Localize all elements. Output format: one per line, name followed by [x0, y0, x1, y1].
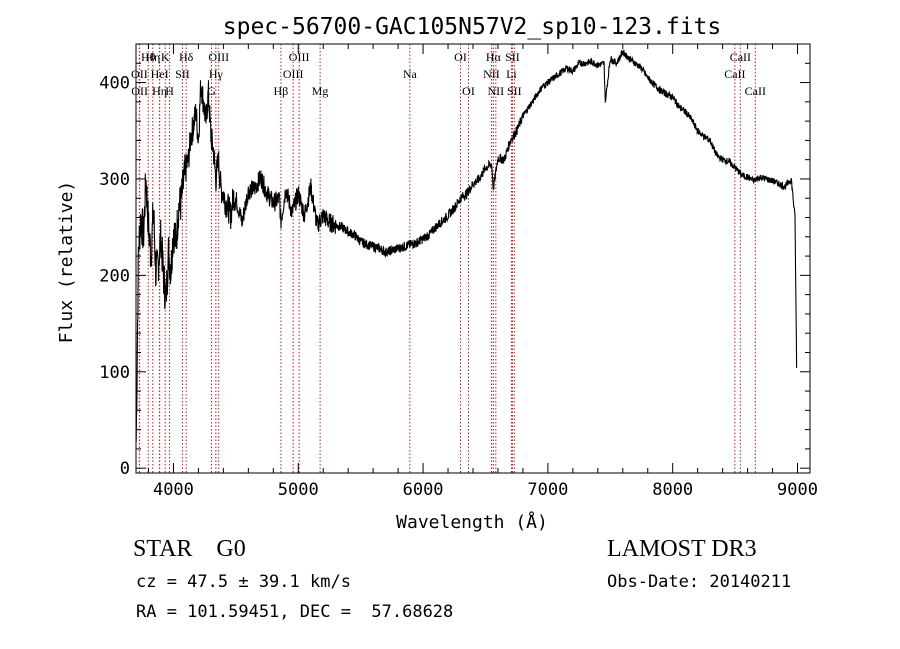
marker-label-0: Hθ [141, 50, 156, 64]
marker-label-7: H [165, 84, 174, 98]
survey-label: LAMOST DR3 [607, 536, 757, 562]
x-axis-label: Wavelength (Å) [396, 511, 548, 533]
y-tick-label-2: 200 [99, 266, 130, 286]
coordinates: RA = 101.59451, DEC = 57.68628 [136, 602, 454, 622]
y-tick-label-3: 300 [99, 170, 130, 190]
marker-label-4: K [161, 50, 170, 64]
marker-label-21: NII [488, 84, 505, 98]
y-tick-label-4: 400 [99, 74, 130, 94]
x-tick-label-0: 4000 [153, 480, 194, 500]
y-axis-label: Flux (relative) [56, 181, 77, 344]
obs-date: Obs-Date: 20140211 [607, 572, 792, 592]
marker-label-18: OI [454, 50, 467, 64]
marker-label-12: G [207, 84, 216, 98]
marker-label-2: OII [131, 84, 148, 98]
x-tick-label-4: 8000 [652, 480, 693, 500]
y-tick-label-1: 100 [99, 363, 130, 383]
marker-label-22: Hα [486, 50, 502, 64]
marker-label-8: Hδ [179, 50, 194, 64]
marker-label-13: Hβ [274, 84, 289, 98]
marker-label-3: Hη [145, 50, 160, 64]
marker-label-5: HeI [151, 67, 169, 81]
marker-label-14: OIII [283, 67, 304, 81]
marker-label-24: SII [505, 50, 520, 64]
marker-label-23: Li [506, 67, 517, 81]
object-class: STAR G0 [133, 536, 246, 562]
marker-label-9: SII [175, 67, 190, 81]
marker-label-10: OIII [208, 50, 229, 64]
marker-label-17: Na [403, 67, 418, 81]
redshift-readout: cz = 47.5 ± 39.1 km/s [136, 572, 351, 592]
marker-label-16: Mg [312, 84, 329, 98]
x-tick-label-1: 5000 [278, 480, 319, 500]
marker-label-6: Hη [152, 84, 167, 98]
marker-label-25: SII [507, 84, 522, 98]
marker-label-1: OII [131, 67, 148, 81]
marker-label-15: OIII [289, 50, 310, 64]
marker-label-11: Hγ [209, 67, 224, 81]
marker-label-26: CaII [724, 67, 745, 81]
x-tick-label-5: 9000 [777, 480, 818, 500]
x-tick-label-3: 7000 [527, 480, 568, 500]
marker-label-28: CaII [745, 84, 766, 98]
marker-label-20: NII [483, 67, 500, 81]
marker-label-27: CaII [730, 50, 751, 64]
spectrum-line [135, 49, 798, 443]
x-tick-label-2: 6000 [403, 480, 444, 500]
line-markers [138, 44, 756, 473]
y-tick-label-0: 0 [120, 459, 130, 479]
chart-title: spec-56700-GAC105N57V2_sp10-123.fits [223, 14, 722, 40]
axis-ticks [136, 44, 810, 473]
axis-tick-labels: 4000 5000 6000 7000 8000 9000 0 100 200 300 400 [99, 74, 818, 500]
marker-label-19: OI [462, 84, 475, 98]
plot-frame [135, 43, 811, 474]
